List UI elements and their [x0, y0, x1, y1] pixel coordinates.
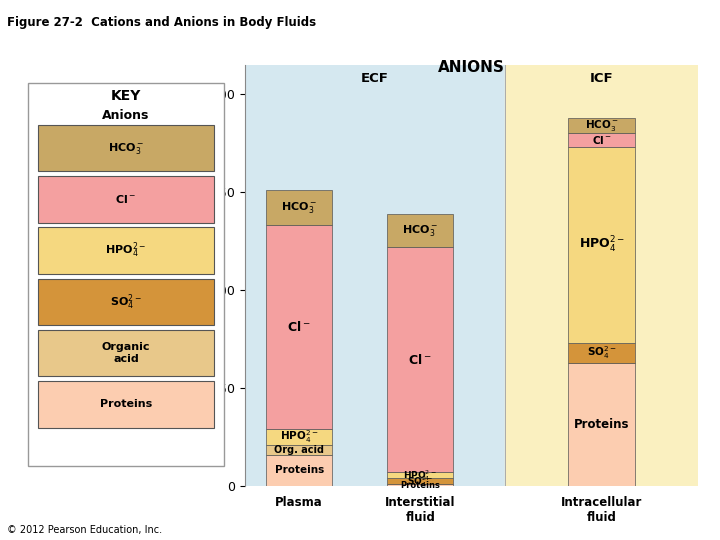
Bar: [568, 118, 635, 133]
Text: Cl$^-$: Cl$^-$: [115, 193, 137, 205]
Text: HPO$_4^{2-}$: HPO$_4^{2-}$: [579, 235, 625, 255]
Text: Cl$^-$: Cl$^-$: [408, 353, 432, 367]
Bar: [387, 472, 454, 478]
Text: Anions: Anions: [102, 109, 150, 122]
Bar: [266, 225, 333, 429]
Text: HCO$_3^-$: HCO$_3^-$: [108, 140, 144, 156]
Text: HPO$_4^{2-}$: HPO$_4^{2-}$: [105, 241, 147, 260]
Text: HPO$_4^{2-}$: HPO$_4^{2-}$: [403, 468, 437, 483]
Bar: [38, 125, 214, 171]
Bar: [266, 429, 333, 445]
Bar: [245, 65, 505, 486]
Text: Proteins: Proteins: [100, 400, 152, 409]
Text: ICF: ICF: [590, 72, 613, 85]
Text: Figure 27-2  Cations and Anions in Body Fluids: Figure 27-2 Cations and Anions in Body F…: [7, 16, 316, 29]
Bar: [38, 381, 214, 428]
Bar: [266, 445, 333, 455]
Bar: [38, 176, 214, 222]
Text: KEY: KEY: [111, 90, 141, 103]
Text: Org. acid: Org. acid: [274, 445, 324, 455]
Text: HCO$_3^-$: HCO$_3^-$: [281, 200, 318, 215]
Text: Proteins: Proteins: [574, 418, 629, 431]
Bar: [568, 147, 635, 343]
Bar: [266, 455, 333, 486]
Text: HCO$_3^-$: HCO$_3^-$: [402, 223, 438, 238]
Text: © 2012 Pearson Education, Inc.: © 2012 Pearson Education, Inc.: [7, 524, 162, 535]
FancyBboxPatch shape: [28, 84, 224, 466]
Bar: [38, 279, 214, 325]
Bar: [568, 343, 635, 362]
Text: SO$_4^{2-}$: SO$_4^{2-}$: [407, 474, 433, 489]
Bar: [266, 190, 333, 225]
Text: Proteins: Proteins: [274, 465, 324, 475]
Text: HPO$_4^{2-}$: HPO$_4^{2-}$: [280, 429, 318, 446]
Text: HCO$_3^-$: HCO$_3^-$: [585, 118, 618, 133]
Text: ANIONS: ANIONS: [438, 60, 505, 75]
Text: Cl$^-$: Cl$^-$: [287, 320, 311, 334]
Bar: [38, 227, 214, 274]
Bar: [387, 214, 454, 247]
Text: SO$_4^{2-}$: SO$_4^{2-}$: [110, 292, 142, 312]
Bar: [568, 133, 635, 147]
Text: Cl$^-$: Cl$^-$: [592, 134, 611, 146]
Text: ECF: ECF: [361, 72, 389, 85]
Bar: [38, 330, 214, 376]
Bar: [505, 65, 698, 486]
Text: SO$_4^{2-}$: SO$_4^{2-}$: [587, 345, 616, 361]
Bar: [568, 362, 635, 486]
Text: Organic
acid: Organic acid: [102, 342, 150, 364]
Bar: [387, 478, 454, 484]
Text: Proteins: Proteins: [400, 481, 440, 490]
Bar: [387, 247, 454, 472]
Bar: [387, 484, 454, 486]
